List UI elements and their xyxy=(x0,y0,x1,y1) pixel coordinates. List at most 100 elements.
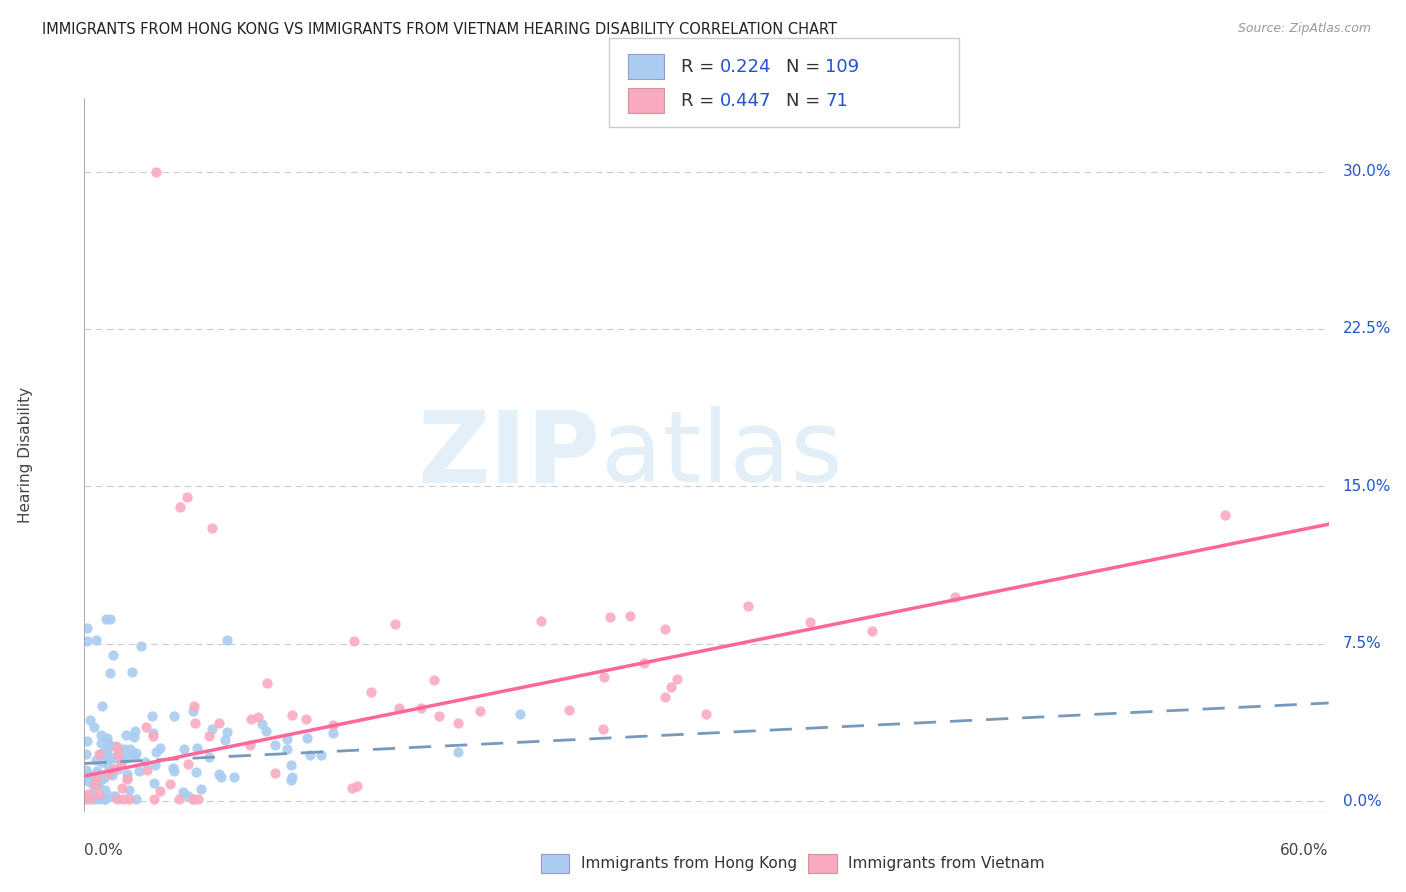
Point xyxy=(75,792,97,806)
Point xyxy=(143,776,166,790)
Point xyxy=(76,634,98,648)
Text: N =: N = xyxy=(786,92,825,110)
Point xyxy=(619,608,641,623)
Point xyxy=(142,792,165,806)
Point xyxy=(76,734,98,748)
Point xyxy=(387,700,409,714)
Point xyxy=(77,774,100,789)
Point xyxy=(149,784,172,798)
Point xyxy=(117,772,139,787)
Point xyxy=(87,792,110,806)
Point xyxy=(118,792,141,806)
Point xyxy=(276,741,298,756)
Point xyxy=(101,789,124,803)
Point xyxy=(737,599,759,613)
Point xyxy=(309,748,332,763)
Point xyxy=(280,758,302,772)
Point xyxy=(186,740,208,755)
Point xyxy=(322,718,344,732)
Point xyxy=(201,521,224,535)
Point xyxy=(695,706,717,721)
Point xyxy=(107,739,129,754)
Point xyxy=(281,708,304,723)
Text: R =: R = xyxy=(681,58,720,76)
Point xyxy=(111,792,134,806)
Point xyxy=(103,762,125,776)
Point xyxy=(142,729,165,743)
Point xyxy=(447,715,470,730)
Point xyxy=(79,713,101,727)
Point xyxy=(98,666,121,681)
Point xyxy=(91,698,114,713)
Point xyxy=(183,716,205,731)
Point xyxy=(254,723,277,738)
Point xyxy=(167,792,190,806)
Point xyxy=(239,712,262,726)
Point xyxy=(98,750,121,764)
Point xyxy=(122,730,145,744)
Point xyxy=(509,706,531,721)
Point xyxy=(83,720,105,734)
Point xyxy=(101,768,124,782)
Point xyxy=(86,772,108,786)
Point xyxy=(163,709,186,723)
Point xyxy=(94,748,117,763)
Point xyxy=(190,782,212,797)
Point xyxy=(198,729,221,743)
Point xyxy=(280,773,302,788)
Point xyxy=(208,767,231,781)
Point xyxy=(322,726,344,740)
Point xyxy=(141,709,163,723)
Text: R =: R = xyxy=(681,92,720,110)
Point xyxy=(263,738,285,752)
Point xyxy=(183,699,205,714)
Point xyxy=(558,703,581,717)
Text: Immigrants from Vietnam: Immigrants from Vietnam xyxy=(848,856,1045,871)
Point xyxy=(96,757,118,772)
Text: 22.5%: 22.5% xyxy=(1343,321,1391,336)
Point xyxy=(105,792,128,806)
Point xyxy=(124,723,146,738)
Point xyxy=(447,745,470,759)
Point xyxy=(176,490,198,504)
Point xyxy=(96,746,118,760)
Point xyxy=(295,713,318,727)
Text: N =: N = xyxy=(786,58,825,76)
Point xyxy=(1213,508,1236,522)
Point xyxy=(97,738,120,752)
Point xyxy=(281,770,304,784)
Point xyxy=(75,763,97,777)
Point xyxy=(135,720,157,734)
Point xyxy=(90,736,112,750)
Point xyxy=(215,724,238,739)
Point xyxy=(80,769,103,783)
Point xyxy=(183,792,205,806)
Point xyxy=(79,768,101,782)
Text: 109: 109 xyxy=(825,58,859,76)
Point xyxy=(149,740,172,755)
Point xyxy=(94,782,117,797)
Point xyxy=(82,787,104,801)
Point xyxy=(107,762,129,776)
Point xyxy=(96,731,118,745)
Point xyxy=(181,792,204,806)
Point xyxy=(97,766,120,780)
Point xyxy=(142,725,165,739)
Point xyxy=(468,704,491,718)
Point xyxy=(169,500,191,515)
Point xyxy=(94,792,117,806)
Text: 0.447: 0.447 xyxy=(720,92,772,110)
Point xyxy=(409,701,432,715)
Point xyxy=(83,792,105,806)
Text: 15.0%: 15.0% xyxy=(1343,479,1391,494)
Text: 7.5%: 7.5% xyxy=(1343,636,1382,651)
Point xyxy=(115,751,138,765)
Point xyxy=(93,771,115,785)
Point xyxy=(186,765,208,780)
Point xyxy=(276,731,298,746)
Point xyxy=(256,675,278,690)
Point xyxy=(592,723,614,737)
Point xyxy=(297,731,319,746)
Point xyxy=(163,764,186,778)
Point xyxy=(224,770,246,784)
